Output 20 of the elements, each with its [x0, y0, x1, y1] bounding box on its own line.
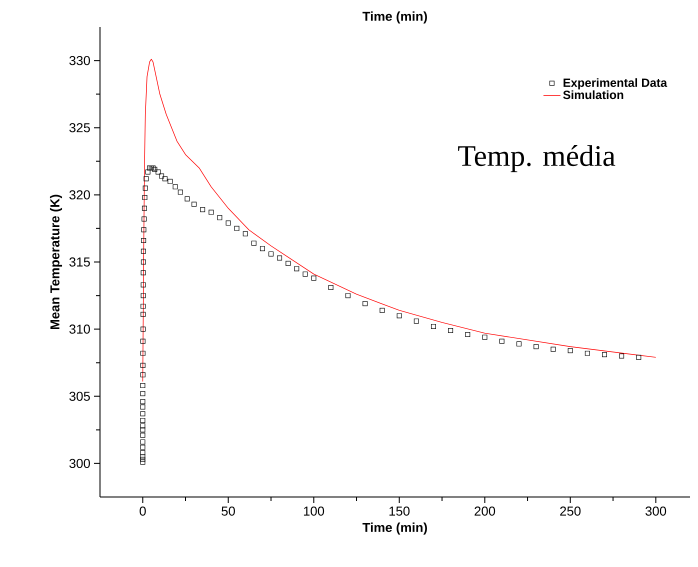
- x-tick-label: 0: [140, 506, 146, 516]
- x-tick-label: 250: [560, 506, 581, 516]
- x-tick-label: 200: [474, 506, 496, 516]
- y-tick-label: 300: [69, 458, 90, 468]
- x-axis-title: Time (min): [362, 522, 427, 535]
- x-tick-label: 300: [646, 506, 666, 516]
- y-axis-title: Mean Temperature (K): [50, 194, 62, 330]
- legend-label: Experimental Data: [564, 78, 668, 90]
- text: Time (min): [362, 11, 427, 24]
- x-tick-label: 100: [304, 506, 324, 516]
- y-tick-label: 330: [69, 56, 90, 66]
- y-tick-label: 325: [69, 123, 90, 132]
- y-tick-label: 320: [69, 190, 90, 200]
- y-tick-label: 310: [69, 324, 90, 334]
- y-tick-label: 315: [69, 257, 90, 267]
- y-tick-label: 305: [69, 392, 90, 401]
- x-tick-label: 50: [222, 506, 235, 516]
- annotation: Temp. média: [458, 145, 616, 172]
- legend-label: Simulation: [563, 90, 624, 100]
- x-tick-label: 150: [389, 506, 410, 516]
